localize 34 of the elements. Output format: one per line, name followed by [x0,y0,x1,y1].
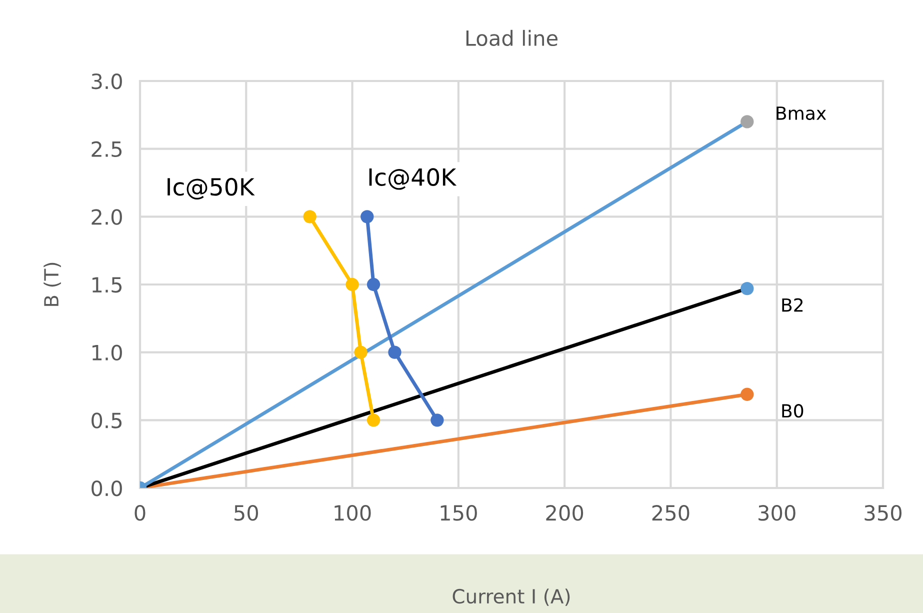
point [430,414,444,427]
text: Ic@50K [168,178,255,200]
x-tick-label: 100 [334,505,371,521]
x-tick-label: 50 [234,505,258,521]
x-tick-label: 200 [546,505,584,521]
y-tick-label: 0.0 [92,480,122,496]
point [366,414,380,427]
series-label: B2 [782,298,803,312]
point [354,346,368,359]
point [740,388,754,401]
x-axis-title: Current I (A) [452,588,570,606]
point [303,210,316,224]
series-label: Ic@40K [369,168,457,190]
y-tick-label: 1.0 [92,344,122,361]
point [346,278,359,292]
series-label: B0 [782,404,804,418]
y-axis-title: B (T) [44,262,61,306]
point [360,210,374,224]
chart-title: Load line [466,30,558,46]
x-tick-label: 0 [134,505,146,521]
x-tick-label: 300 [758,505,796,521]
y-tick-label: 1.5 [92,277,122,293]
y-tick-label: 2.5 [92,141,122,158]
point [740,115,754,128]
point [740,282,754,296]
y-tick-label: 3.0 [92,73,122,90]
y-tick-label: 0.5 [92,412,122,428]
x-tick-label: 150 [440,505,477,521]
point [366,278,380,292]
x-tick-label: 250 [652,505,690,521]
point [388,346,402,359]
y-tick-label: 2.0 [92,209,122,225]
x-tick-label: 350 [864,505,902,521]
series-label: Bmax [776,106,826,120]
